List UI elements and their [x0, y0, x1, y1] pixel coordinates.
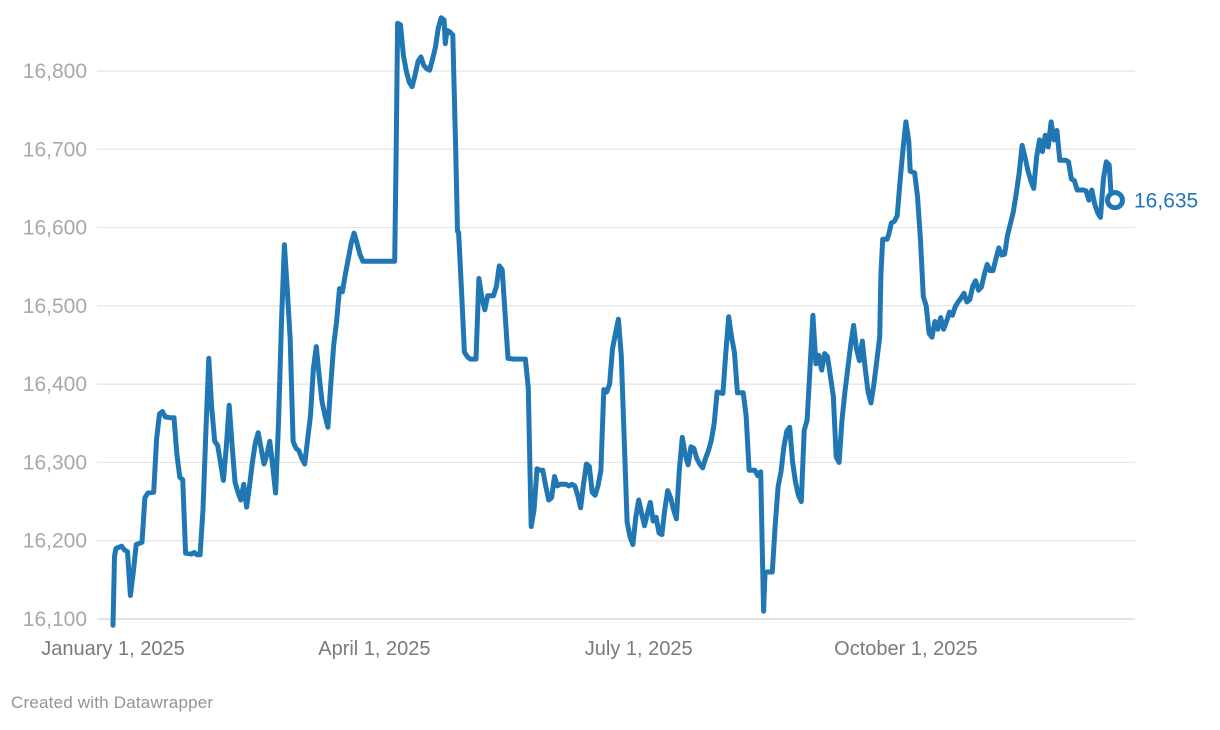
y-axis-label: 16,800	[23, 60, 87, 83]
x-axis-label: January 1, 2025	[41, 638, 184, 660]
x-axis-label: October 1, 2025	[834, 638, 977, 660]
y-axis-label: 16,600	[23, 217, 87, 240]
y-axis-label: 16,200	[23, 530, 87, 553]
y-axis-label: 16,700	[23, 138, 87, 161]
y-axis-label: 16,500	[23, 295, 87, 318]
end-value-label: 16,635	[1134, 190, 1198, 213]
x-axis-label: April 1, 2025	[318, 638, 430, 660]
x-axis-label: July 1, 2025	[585, 638, 693, 660]
y-axis-label: 16,100	[23, 608, 87, 631]
datawrapper-credit: Created with Datawrapper	[11, 693, 214, 712]
y-axis-label: 16,400	[23, 373, 87, 396]
price-line	[110, 15, 1118, 628]
end-point-marker	[1105, 190, 1125, 211]
y-axis-label: 16,300	[23, 451, 87, 474]
